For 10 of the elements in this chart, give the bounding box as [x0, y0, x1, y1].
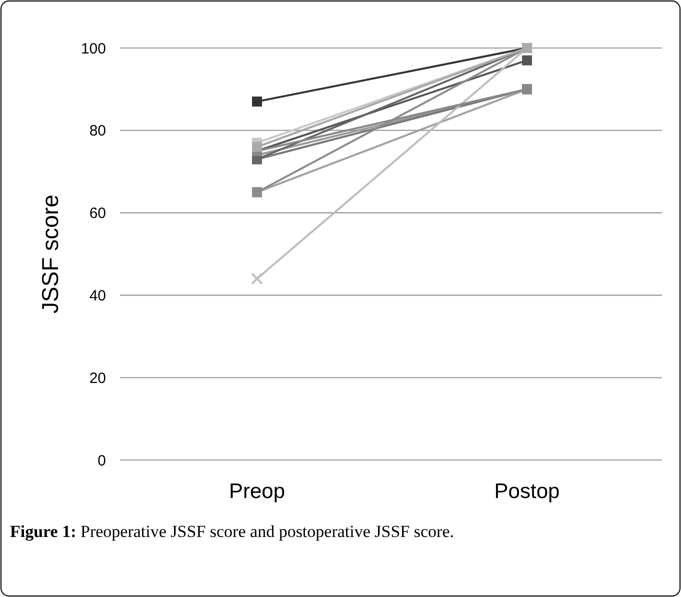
y-tick-label: 40 — [89, 287, 106, 304]
y-tick-label: 60 — [89, 205, 106, 222]
y-tick-label: 20 — [89, 370, 106, 387]
y-tick-label: 80 — [89, 122, 106, 140]
x-tick-label: Preop — [228, 480, 286, 503]
y-axis-title: JSSF score — [37, 194, 63, 314]
y-tick-label: 100 — [80, 40, 106, 58]
y-tick-label: 0 — [98, 452, 106, 470]
x-tick-label: Postop — [494, 480, 560, 503]
caption: Figure 1: Preoperative JSSF score and postoperative JSSF score. — [10, 522, 454, 541]
